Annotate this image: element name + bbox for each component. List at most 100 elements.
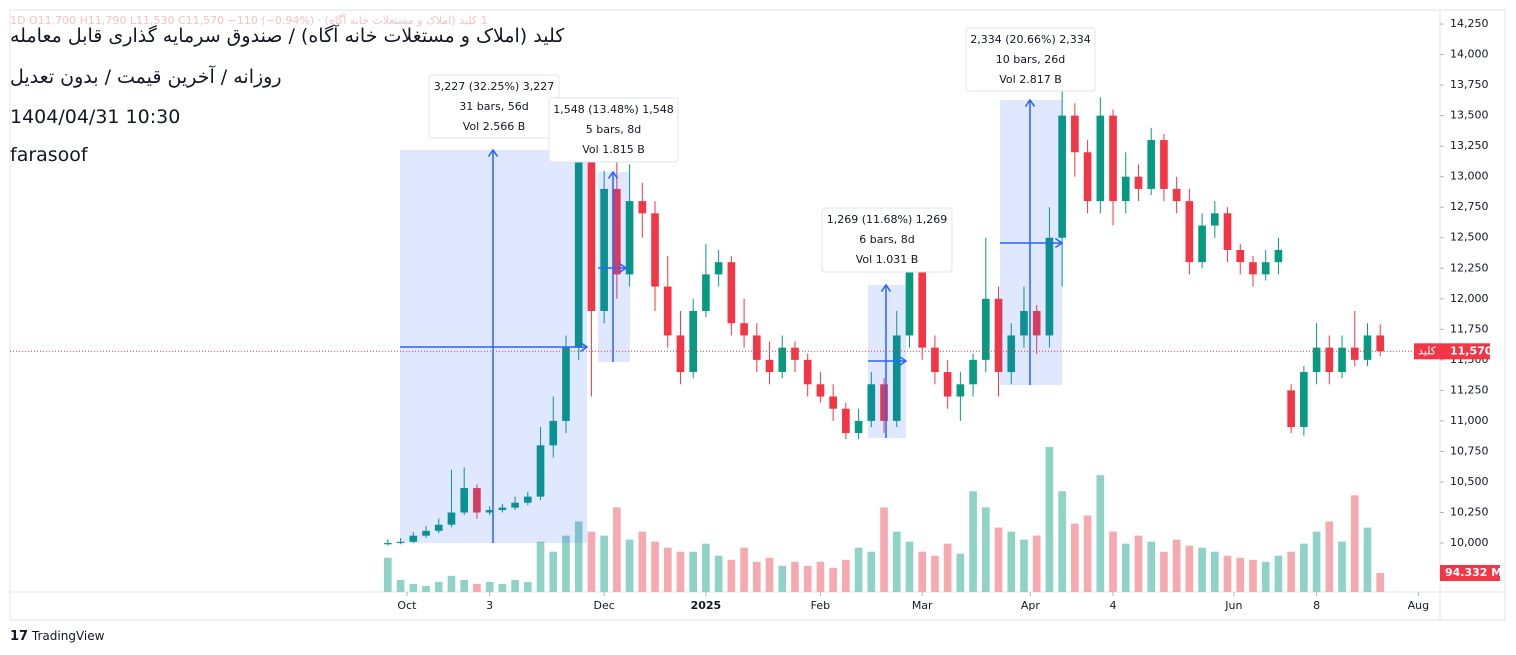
x-tick-label: Feb (811, 599, 830, 612)
candle-body (880, 384, 888, 421)
arrow-head (1054, 237, 1064, 249)
volume-bar (422, 585, 430, 592)
x-tick-label: Oct (397, 599, 417, 612)
candle-body (778, 347, 787, 373)
candle-body (994, 298, 1003, 373)
candle-body (396, 541, 405, 544)
volume-bar (485, 581, 494, 592)
volume-bar (473, 583, 481, 592)
volume-bar (816, 561, 825, 592)
candle-body (1134, 176, 1143, 189)
volume-bar (625, 539, 634, 592)
volume-bar (740, 547, 748, 592)
candle-body (943, 372, 952, 397)
y-tick-label: 11,750 (1450, 322, 1489, 335)
y-tick-label: 11,000 (1450, 414, 1489, 427)
x-tick-label: 3 (486, 599, 493, 612)
candle-body (791, 347, 799, 360)
last-volume-box (1440, 565, 1500, 582)
y-tick-label: 13,500 (1450, 109, 1489, 122)
candle-body (829, 396, 837, 409)
volume-bar (931, 555, 939, 592)
volume-bar (854, 547, 863, 592)
arrow-head (618, 262, 628, 274)
chart-frame (9, 9, 1506, 621)
volume-bar (384, 557, 392, 592)
candle-body (511, 502, 519, 508)
candle-body (651, 213, 659, 287)
measure-tooltip (548, 97, 679, 163)
volume-bar (1376, 573, 1385, 592)
x-tick-label: Dec (593, 599, 614, 612)
x-tick-label: Mar (912, 599, 933, 612)
volume-bar (1210, 551, 1219, 592)
volume-bar (549, 551, 558, 592)
volume-bar (676, 551, 685, 592)
candle-body (638, 201, 647, 214)
x-tick-label: Aug (1408, 599, 1429, 612)
volume-bar (791, 561, 799, 592)
candle-body (1020, 311, 1028, 336)
candle-body (498, 507, 507, 511)
candle-body (562, 347, 570, 421)
volume-bar (1096, 475, 1105, 592)
arrow-head (579, 341, 589, 353)
candle-body (676, 335, 685, 373)
candle-body (1312, 347, 1321, 373)
candle-body (1121, 176, 1130, 202)
volume-bar (1363, 527, 1372, 592)
y-tick-label: 14,000 (1450, 48, 1489, 61)
volume-bar (1338, 541, 1346, 592)
volume-bar (1160, 551, 1168, 592)
candle-body (1096, 115, 1105, 202)
volume-bar (523, 581, 532, 592)
volume-bar (663, 547, 672, 592)
volume-bar (536, 541, 545, 592)
candle-body (523, 496, 532, 503)
author: farasoof (10, 144, 88, 166)
volume-bar (587, 531, 596, 592)
y-tick-label: 10,000 (1450, 536, 1489, 549)
candle-body (981, 298, 990, 360)
last-volume-label: 94.332 M (1445, 566, 1502, 579)
volume-bar (434, 581, 443, 592)
candle-body (1223, 213, 1232, 250)
candle-body (1236, 249, 1245, 263)
volume-bar (1350, 495, 1359, 592)
measure-text: Vol 1.815 B (582, 143, 645, 156)
volume-bar (956, 553, 965, 592)
y-tick-label: 12,750 (1450, 200, 1489, 213)
volume-bar (574, 521, 583, 592)
volume-bar (1109, 531, 1117, 592)
volume-bar (1121, 543, 1130, 592)
candle-body (473, 488, 481, 513)
candle-body (460, 488, 469, 513)
measure-text: 1,269 (11.68%) 1,269 (827, 213, 948, 226)
volume-bar (460, 579, 469, 592)
candle-body (1376, 335, 1385, 352)
volume-bar (1223, 555, 1232, 592)
measure-text: Vol 2.817 B (999, 73, 1062, 86)
candle-body (765, 359, 774, 373)
candle-body (1325, 347, 1334, 373)
datetime: 1404/04/31 10:30 (10, 106, 181, 128)
candle-body (892, 335, 901, 421)
candle-body (727, 262, 736, 324)
candle-body (803, 359, 812, 385)
y-tick-label: 12,250 (1450, 261, 1489, 274)
candle-body (1109, 115, 1117, 202)
volume-bar (562, 535, 570, 592)
volume-bar (905, 541, 914, 592)
candle-body (600, 188, 608, 312)
candle-body (384, 543, 392, 545)
last-price-label: 11,570 (1450, 344, 1493, 357)
candle-body (1338, 347, 1346, 373)
candle-body (485, 510, 494, 513)
volume-bar (1032, 535, 1041, 592)
x-tick-label: 8 (1313, 599, 1320, 612)
y-tick-label: 13,250 (1450, 139, 1489, 152)
candle-body (1261, 262, 1270, 275)
volume-bar (1071, 523, 1079, 592)
y-tick-label: 11,250 (1450, 383, 1489, 396)
volume-bar (1172, 539, 1181, 592)
